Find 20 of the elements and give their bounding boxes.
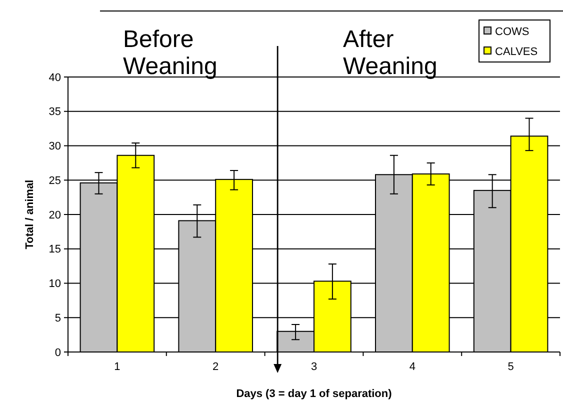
annotation: Before Weaning xyxy=(123,26,218,80)
x-tick-label: 1 xyxy=(114,361,120,373)
y-tick-label: 10 xyxy=(48,278,61,290)
x-axis-title: Days (3 = day 1 of separation) xyxy=(236,388,392,400)
y-tick-label: 30 xyxy=(48,140,61,153)
y-axis-title: Total / animal xyxy=(24,180,36,250)
y-tick-label: 40 xyxy=(48,72,61,84)
x-tick-label: 5 xyxy=(508,361,514,373)
y-tick-label: 25 xyxy=(48,174,61,187)
x-tick-label: 3 xyxy=(310,361,318,373)
x-tick-label: 2 xyxy=(212,361,219,373)
annotation: After Weaning xyxy=(343,26,438,80)
y-tick-label: 20 xyxy=(48,209,61,222)
y-tick-label: 15 xyxy=(48,244,61,256)
y-tick-label: 5 xyxy=(54,312,61,324)
legend-label: CALVES xyxy=(495,46,538,58)
y-tick-label: 0 xyxy=(54,346,61,359)
legend-label: COWS xyxy=(495,26,530,38)
x-tick-label: 4 xyxy=(409,361,416,373)
y-tick-label: 35 xyxy=(48,106,61,118)
